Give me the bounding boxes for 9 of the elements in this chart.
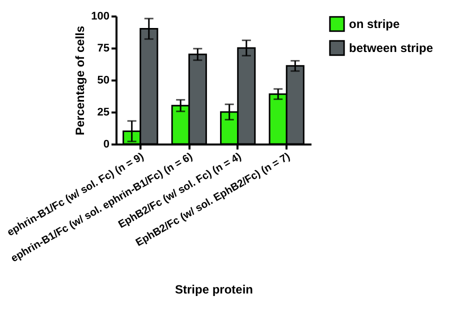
- y-tick-label: 0: [103, 138, 110, 150]
- y-tick-label: 75: [97, 42, 110, 54]
- legend-label: on stripe: [349, 17, 400, 31]
- legend-label: between stripe: [349, 41, 434, 55]
- y-axis-title: Percentage of cells: [73, 25, 88, 136]
- y-tick-label: 50: [97, 74, 110, 86]
- x-axis-title: Stripe protein: [174, 282, 254, 296]
- y-tick-label: 100: [91, 10, 110, 22]
- y-tick-label: 25: [97, 106, 110, 118]
